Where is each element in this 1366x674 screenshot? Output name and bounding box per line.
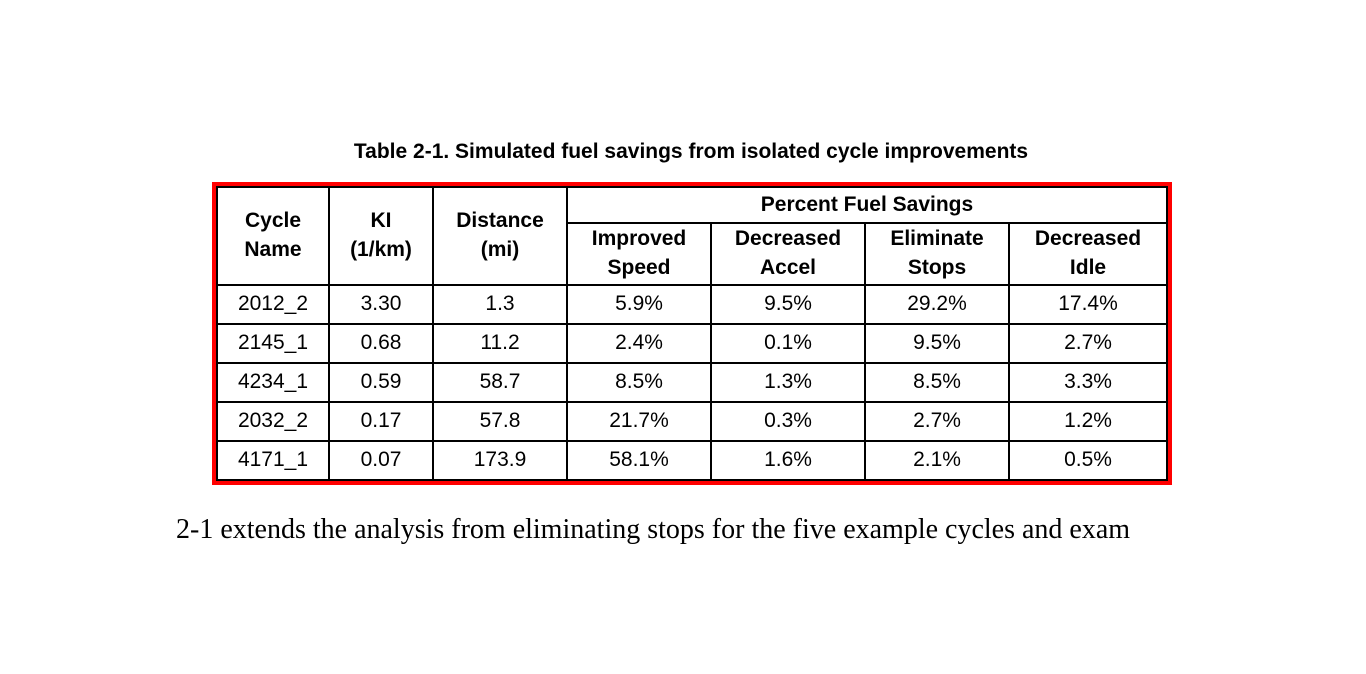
cell-eliminate-stops: 2.7% — [864, 401, 1010, 442]
cell-decreased-accel: 0.1% — [710, 323, 866, 364]
cell-eliminate-stops: 8.5% — [864, 362, 1010, 403]
cell-decreased-idle: 0.5% — [1008, 440, 1168, 481]
table-row: 4171_1 0.07 173.9 58.1% 1.6% 2.1% 0.5% — [216, 440, 1168, 481]
cell-cycle-name: 2145_1 — [216, 323, 330, 364]
header-row-sub: Improved Speed Decreased Accel Eliminate… — [217, 222, 1168, 286]
table-row: 2145_1 0.68 11.2 2.4% 0.1% 9.5% 2.7% — [216, 323, 1168, 364]
cell-ki: 0.07 — [328, 440, 434, 481]
cell-improved-speed: 58.1% — [566, 440, 712, 481]
cell-distance: 58.7 — [432, 362, 568, 403]
cell-distance: 57.8 — [432, 401, 568, 442]
cell-decreased-accel: 1.3% — [710, 362, 866, 403]
cell-distance: 1.3 — [432, 284, 568, 325]
cell-decreased-accel: 9.5% — [710, 284, 866, 325]
cell-decreased-accel: 1.6% — [710, 440, 866, 481]
column-header-decreased-accel: Decreased Accel — [710, 222, 866, 286]
table-row: 2012_2 3.30 1.3 5.9% 9.5% 29.2% 17.4% — [216, 284, 1168, 325]
cell-improved-speed: 21.7% — [566, 401, 712, 442]
cell-ki: 0.17 — [328, 401, 434, 442]
column-header-cycle-name: Cycle Name — [216, 186, 330, 286]
column-header-distance: Distance (mi) — [432, 186, 568, 286]
cell-eliminate-stops: 9.5% — [864, 323, 1010, 364]
cell-cycle-name: 2032_2 — [216, 401, 330, 442]
header-row-group: Cycle Name KI (1/km) Distance (mi) Perce… — [216, 186, 1168, 286]
cell-decreased-idle: 17.4% — [1008, 284, 1168, 325]
cell-decreased-accel: 0.3% — [710, 401, 866, 442]
table-row: 2032_2 0.17 57.8 21.7% 0.3% 2.7% 1.2% — [216, 401, 1168, 442]
fuel-savings-table: Cycle Name KI (1/km) Distance (mi) Perce… — [216, 186, 1168, 481]
cell-ki: 0.59 — [328, 362, 434, 403]
cell-decreased-idle: 1.2% — [1008, 401, 1168, 442]
cell-ki: 3.30 — [328, 284, 434, 325]
cell-eliminate-stops: 29.2% — [864, 284, 1010, 325]
column-header-decreased-idle: Decreased Idle — [1008, 222, 1168, 286]
cell-distance: 11.2 — [432, 323, 568, 364]
cell-cycle-name: 4171_1 — [216, 440, 330, 481]
cell-decreased-idle: 2.7% — [1008, 323, 1168, 364]
cell-distance: 173.9 — [432, 440, 568, 481]
cell-improved-speed: 8.5% — [566, 362, 712, 403]
column-header-ki: KI (1/km) — [328, 186, 434, 286]
cell-improved-speed: 5.9% — [566, 284, 712, 325]
cell-eliminate-stops: 2.1% — [864, 440, 1010, 481]
cell-improved-speed: 2.4% — [566, 323, 712, 364]
table-red-outline: Cycle Name KI (1/km) Distance (mi) Perce… — [212, 182, 1172, 485]
cell-cycle-name: 4234_1 — [216, 362, 330, 403]
table-row: 4234_1 0.59 58.7 8.5% 1.3% 8.5% 3.3% — [216, 362, 1168, 403]
cell-decreased-idle: 3.3% — [1008, 362, 1168, 403]
cell-ki: 0.68 — [328, 323, 434, 364]
column-header-eliminate-stops: Eliminate Stops — [864, 222, 1010, 286]
cell-cycle-name: 2012_2 — [216, 284, 330, 325]
body-text: 2-1 extends the analysis from eliminatin… — [176, 514, 1131, 545]
column-header-improved-speed: Improved Speed — [566, 222, 712, 286]
group-header-percent-fuel-savings: Percent Fuel Savings — [566, 186, 1168, 224]
table-caption: Table 2-1. Simulated fuel savings from i… — [353, 140, 1029, 163]
